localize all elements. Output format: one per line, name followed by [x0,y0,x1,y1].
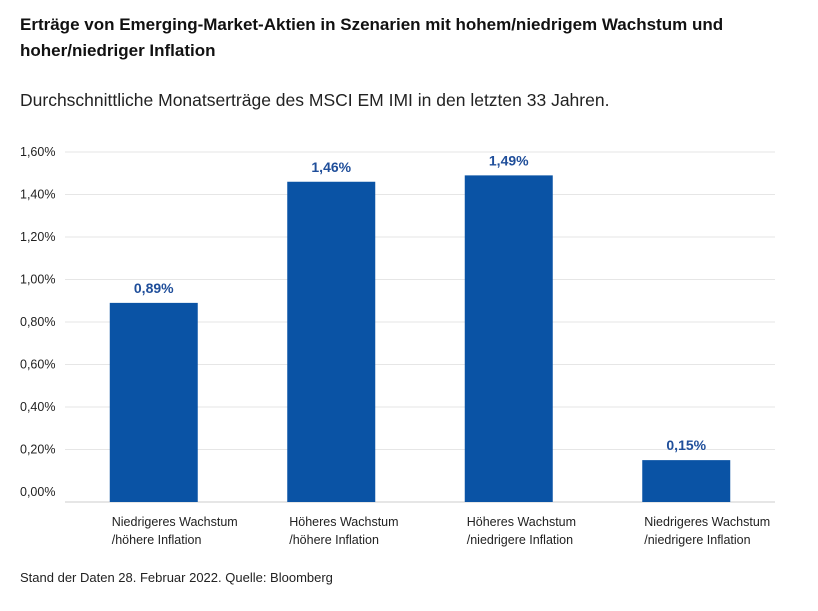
x-tick-label: Höheres Wachstum [467,515,576,529]
source-note: Stand der Daten 28. Februar 2022. Quelle… [20,570,333,585]
x-tick-label: /höhere Inflation [289,533,379,547]
y-tick-label: 1,40% [20,188,55,202]
y-tick-label: 0,80% [20,315,55,329]
data-label: 0,15% [666,437,706,453]
y-tick-label: 0,60% [20,358,55,372]
data-label: 1,49% [489,152,529,168]
bar [464,175,553,502]
bar-chart: 0,00% 0,20% 0,40% 0,60% 0,80% 1,00% 1,20% 1,40%… [20,145,775,547]
y-tick-label: 1,20% [20,230,55,244]
y-tick-label: 0,00% [20,485,55,499]
bar [642,460,731,502]
x-tick-label: Höheres Wachstum [289,515,398,529]
x-tick-label: Niedrigeres Wachstum [112,515,238,529]
y-tick-label: 0,40% [20,400,55,414]
y-tick-label: 1,60% [20,145,55,159]
x-tick-label: Niedrigeres Wachstum [644,515,770,529]
x-tick-label: /höhere Inflation [112,533,202,547]
bar [287,181,376,502]
data-label: 1,46% [311,159,351,175]
x-tick-label: /niedrigere Inflation [467,533,573,547]
chart-subtitle: Durchschnittliche Monatserträge des MSCI… [20,90,610,110]
data-label: 0,89% [134,280,174,296]
chart-title: Erträge von Emerging-Market-Aktien in Sz… [20,15,724,60]
bar [109,302,198,502]
x-tick-label: /niedrigere Inflation [644,533,750,547]
y-tick-label: 1,00% [20,273,55,287]
y-tick-label: 0,20% [20,443,55,457]
